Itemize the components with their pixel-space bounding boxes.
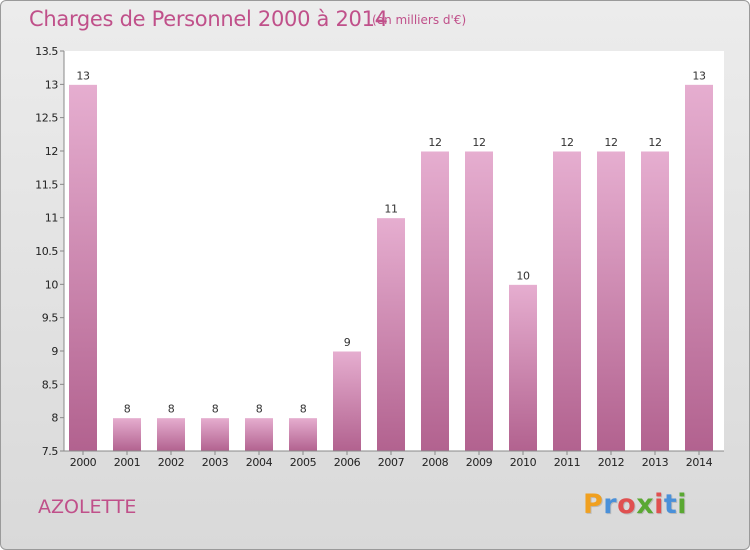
value-label: 12	[428, 136, 441, 149]
bar	[156, 417, 186, 452]
x-tick-label: 2005	[290, 456, 317, 469]
y-tick-label: 8	[51, 412, 58, 425]
x-tick-label: 2003	[202, 456, 229, 469]
x-tick-label: 2013	[642, 456, 669, 469]
bar	[376, 217, 406, 452]
y-tick-label: 12.5	[35, 112, 58, 125]
x-tick-label: 2008	[422, 456, 449, 469]
x-tick-label: 2001	[114, 456, 140, 469]
y-tick-label: 7.5	[42, 445, 59, 458]
x-tick-label: 2006	[334, 456, 361, 469]
bar	[640, 150, 670, 452]
value-label: 13	[692, 69, 706, 82]
value-label: 9	[344, 336, 351, 349]
bar	[464, 150, 494, 452]
value-label: 8	[300, 403, 307, 416]
bar	[68, 83, 98, 452]
chart-title: Charges de Personnel 2000 à 2014	[29, 7, 388, 31]
value-label: 8	[124, 403, 131, 416]
x-tick-label: 2007	[378, 456, 405, 469]
y-tick-label: 11.5	[35, 178, 58, 191]
commune-name: AZOLETTE	[38, 496, 137, 518]
y-tick-label: 10	[45, 278, 59, 291]
value-label: 12	[472, 136, 485, 149]
logo-letter: x	[636, 489, 655, 520]
y-tick-label: 12	[45, 145, 58, 158]
value-label: 13	[76, 69, 90, 82]
y-tick-label: 9	[51, 345, 58, 358]
value-label: 8	[212, 403, 219, 416]
x-tick-label: 2000	[70, 456, 97, 469]
value-label: 10	[516, 269, 530, 282]
x-tick-label: 2012	[598, 456, 624, 469]
value-label: 11	[384, 203, 397, 216]
x-tick-label: 2009	[466, 456, 493, 469]
bar	[288, 417, 318, 452]
bar	[420, 150, 450, 452]
x-tick-label: 2002	[158, 456, 184, 469]
value-label: 8	[168, 403, 175, 416]
logo-letter: P	[583, 489, 604, 520]
bar	[112, 417, 142, 452]
y-tick-label: 13.5	[35, 45, 58, 58]
logo-letter: t	[663, 489, 678, 520]
x-tick-label: 2010	[510, 456, 537, 469]
x-tick-label: 2004	[246, 456, 273, 469]
bar	[332, 350, 362, 452]
bar	[596, 150, 626, 452]
value-label: 8	[256, 403, 263, 416]
y-tick-label: 13	[45, 78, 59, 91]
logo-letter: o	[617, 489, 637, 520]
y-tick-label: 9.5	[42, 312, 59, 325]
x-tick-label: 2014	[686, 456, 713, 469]
value-label: 12	[648, 136, 661, 149]
value-label: 12	[560, 136, 573, 149]
bar	[244, 417, 274, 452]
logo-letter: i	[677, 489, 688, 520]
logo-letter: i	[654, 489, 664, 520]
value-label: 12	[604, 136, 617, 149]
bar	[684, 83, 714, 452]
x-tick-label: 2011	[554, 456, 580, 469]
logo-letter: r	[603, 489, 618, 520]
y-tick-label: 10.5	[35, 245, 58, 258]
bar	[200, 417, 230, 452]
chart-subtitle: (en milliers d'€)	[372, 13, 467, 27]
bar	[552, 150, 582, 452]
proxiti-logo: Proxiti	[583, 489, 687, 520]
bar	[508, 283, 538, 452]
y-tick-label: 11	[45, 212, 58, 225]
y-tick-label: 8.5	[42, 378, 59, 391]
